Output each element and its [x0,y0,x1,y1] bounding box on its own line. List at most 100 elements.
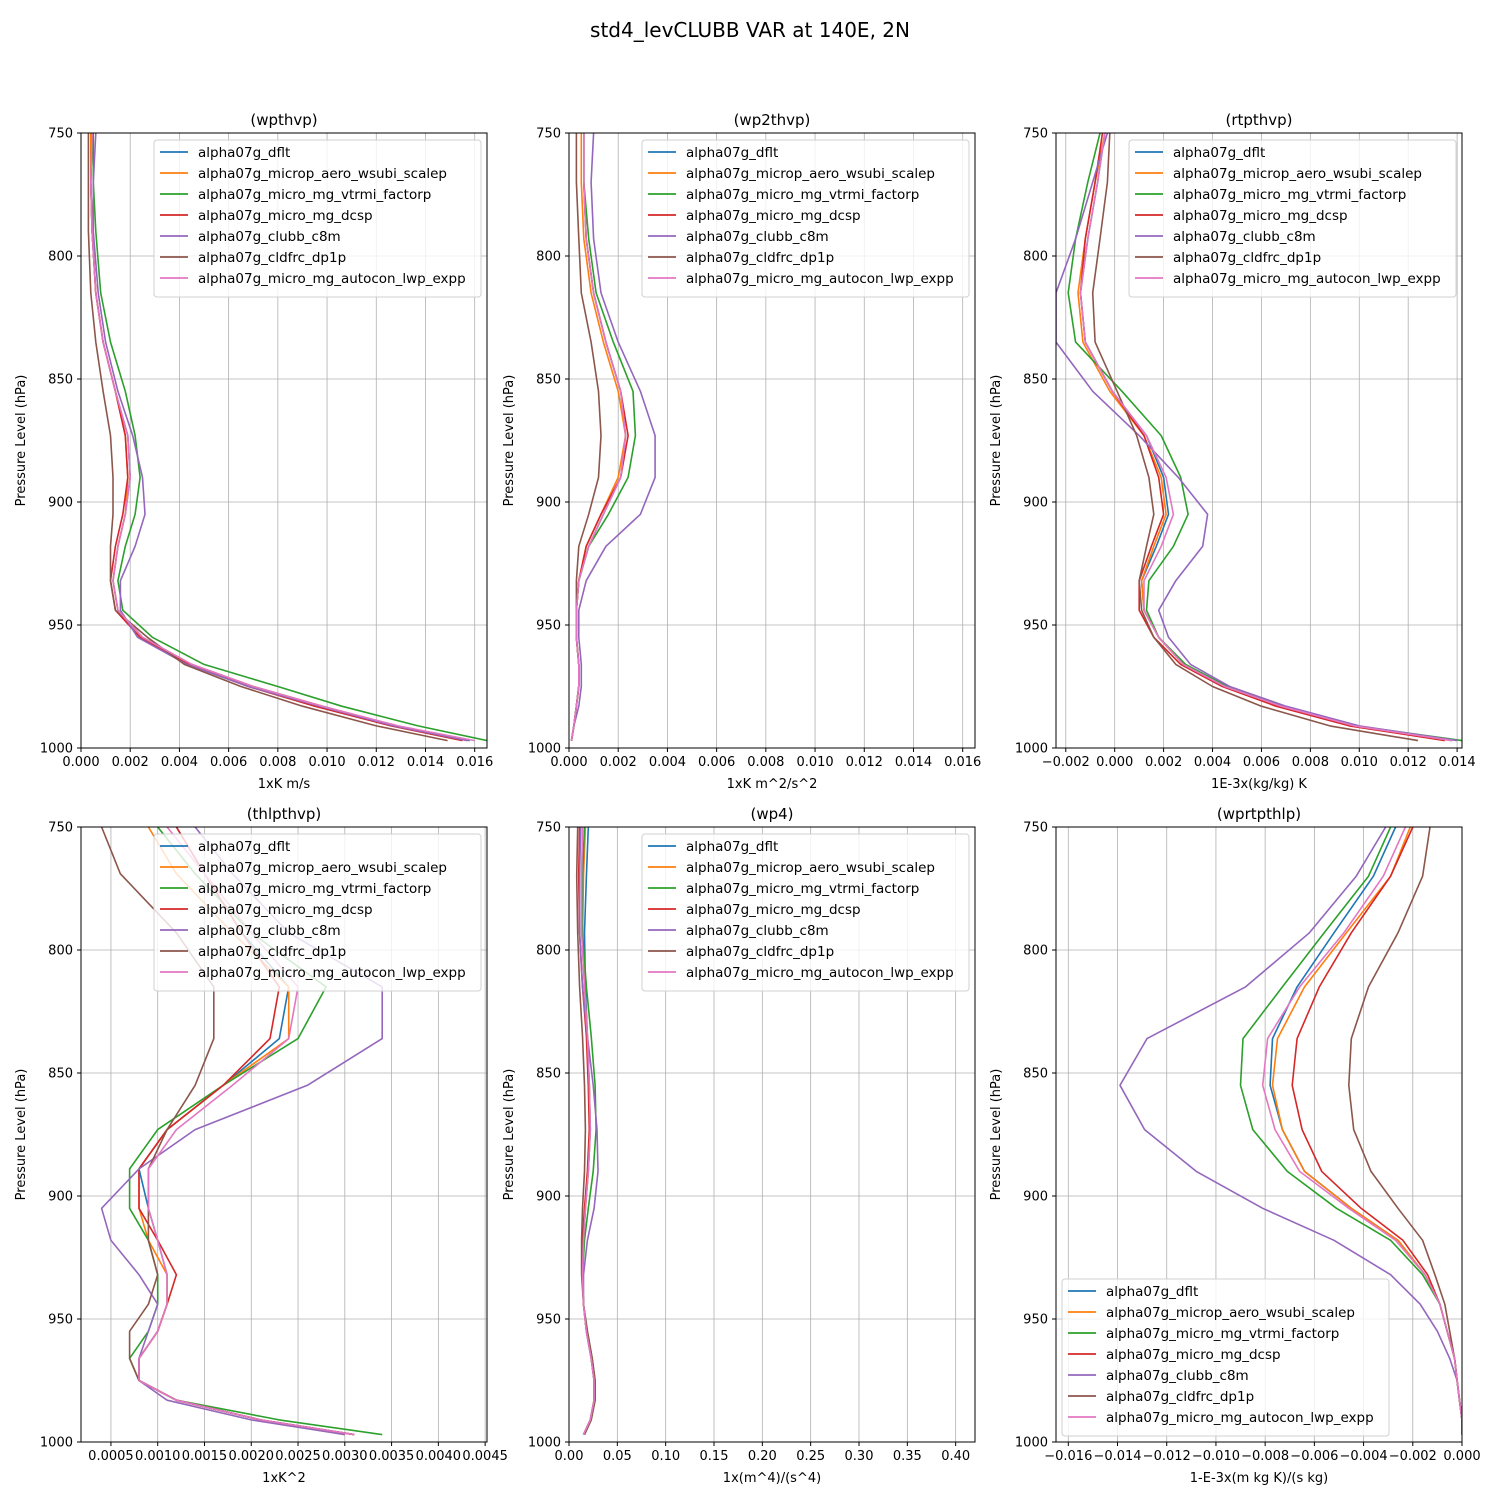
y-tick-label: 850 [1023,373,1048,388]
legend-entry: alpha07g_microp_aero_wsubi_scalep [198,166,447,182]
series-line-7 [1261,827,1462,1435]
subplot-title: (rtpthvp) [1225,111,1292,129]
y-tick-label: 950 [48,619,73,634]
x-tick-label: 0.0035 [369,1449,415,1464]
x-tick-label: 0.016 [944,755,981,770]
axes-frame [1055,132,1463,749]
x-tick-label: 0.10 [651,1449,680,1464]
legend-entry: alpha07g_micro_mg_autocon_lwp_expp [1106,1410,1374,1426]
legend-entry: alpha07g_cldfrc_dp1p [686,944,834,960]
y-tick-label: 1000 [1015,742,1048,757]
legend-entry: alpha07g_micro_mg_dcsp [686,208,861,224]
axes-frame [568,132,976,749]
x-tick-label: 0.010 [796,755,833,770]
legend-entry: alpha07g_microp_aero_wsubi_scalep [1106,1305,1355,1321]
y-tick-label: 750 [536,821,561,836]
subplot-2: 0.000 0.002 0.004 0.006 0.008 0.010 0.012 0.014… [502,111,981,792]
legend-entry: alpha07g_clubb_c8m [198,229,341,245]
series-line-6 [575,827,596,1435]
x-tick-label: 0.012 [358,755,395,770]
legend-entry: alpha07g_cldfrc_dp1p [198,944,346,960]
subplot-title: (wp2thvp) [734,111,811,129]
legend-entry: alpha07g_micro_mg_autocon_lwp_expp [198,271,466,287]
y-axis-label: Pressure Level (hPa) [989,1069,1004,1201]
y-axis-label: Pressure Level (hPa) [14,375,29,507]
legend-entry: alpha07g_cldfrc_dp1p [198,250,346,266]
y-tick-label: 1000 [1015,1436,1048,1451]
legend-entry: alpha07g_dflt [686,839,778,855]
legend-entry: alpha07g_micro_mg_dcsp [1173,208,1348,224]
series-line-7 [90,133,475,742]
x-tick-label: 0.0030 [322,1449,368,1464]
series-line-3 [92,133,487,742]
legend-entry: alpha07g_micro_mg_autocon_lwp_expp [1173,271,1441,287]
series-line-7 [570,133,627,741]
x-tick-label: 0.014 [1438,755,1475,770]
x-tick-label: 0.008 [1292,755,1329,770]
x-tick-label: 0.30 [845,1449,874,1464]
x-axis-label: 1-E-3x(m kg K)/(s kg) [1190,1471,1328,1486]
series-line-5 [1056,133,1458,742]
x-tick-label: 0.014 [407,755,444,770]
legend: alpha07g_dflt alpha07g_microp_aero_wsubi_… [1128,139,1457,298]
subplot-title: (wpthvp) [250,111,317,129]
x-tick-label: 0.000 [62,755,99,770]
x-tick-label: 0.014 [895,755,932,770]
x-axis-label: 1xK^2 [262,1471,306,1486]
x-tick-label: 0.012 [1390,755,1427,770]
x-tick-label: 0.010 [308,755,345,770]
x-tick-label: 0.0040 [416,1449,462,1464]
x-tick-label: 0.006 [1243,755,1280,770]
subplot-title: (wprtpthlp) [1217,805,1301,823]
series-group [1056,133,1462,742]
series-line-7 [1079,133,1453,742]
x-tick-label: 0.00 [555,1449,584,1464]
x-tick-label: 0.0045 [462,1449,508,1464]
y-tick-label: 800 [1023,944,1048,959]
legend-entry: alpha07g_micro_mg_vtrmi_factorp [686,881,919,897]
x-tick-label: 0.004 [649,755,686,770]
series-line-6 [1091,133,1419,742]
x-tick-label: 0.05 [603,1449,632,1464]
x-tick-label: 0.004 [1194,755,1231,770]
x-tick-label: 0.002 [112,755,149,770]
series-group [575,827,599,1435]
series-group [570,133,656,741]
y-tick-label: 850 [48,373,73,388]
y-tick-label: 850 [48,1067,73,1082]
legend-entry: alpha07g_micro_mg_dcsp [686,902,861,918]
series-group [1119,827,1462,1435]
subplot-5: 0.00 0.05 0.10 0.15 0.20 0.25 0.30 0.35 0.40 750 8… [502,805,976,1486]
legend-entry: alpha07g_dflt [686,145,778,161]
y-tick-label: 850 [1023,1067,1048,1082]
legend-entry: alpha07g_clubb_c8m [686,923,829,939]
x-tick-label: 0.000 [1443,1449,1480,1464]
series-line-5 [570,133,656,741]
y-tick-label: 900 [1023,496,1048,511]
y-tick-label: 1000 [40,1436,73,1451]
y-tick-label: 950 [536,619,561,634]
legend: alpha07g_dflt alpha07g_microp_aero_wsubi_… [1061,1278,1390,1437]
legend-entry: alpha07g_micro_mg_autocon_lwp_expp [686,271,954,287]
x-tick-label: 0.0005 [88,1449,134,1464]
legend-entry: alpha07g_dflt [198,145,290,161]
y-tick-label: 900 [48,1190,73,1205]
y-tick-label: 800 [536,944,561,959]
x-tick-label: −0.016 [1044,1449,1092,1464]
legend-entry: alpha07g_micro_mg_dcsp [198,902,373,918]
legend-entry: alpha07g_micro_mg_vtrmi_factorp [198,187,431,203]
legend: alpha07g_dflt alpha07g_microp_aero_wsubi_… [153,139,482,298]
legend-entry: alpha07g_microp_aero_wsubi_scalep [686,166,935,182]
y-tick-label: 1000 [40,742,73,757]
legend-entry: alpha07g_microp_aero_wsubi_scalep [198,860,447,876]
legend-box [1128,139,1457,298]
series-group [87,133,487,742]
subplot-title: (wp4) [750,805,793,823]
legend-entry: alpha07g_micro_mg_autocon_lwp_expp [686,965,954,981]
y-tick-label: 900 [48,496,73,511]
x-tick-label: −0.010 [1192,1449,1240,1464]
y-tick-label: 800 [48,944,73,959]
x-tick-label: 0.008 [747,755,784,770]
x-tick-label: 0.004 [161,755,198,770]
series-line-7 [580,827,595,1435]
